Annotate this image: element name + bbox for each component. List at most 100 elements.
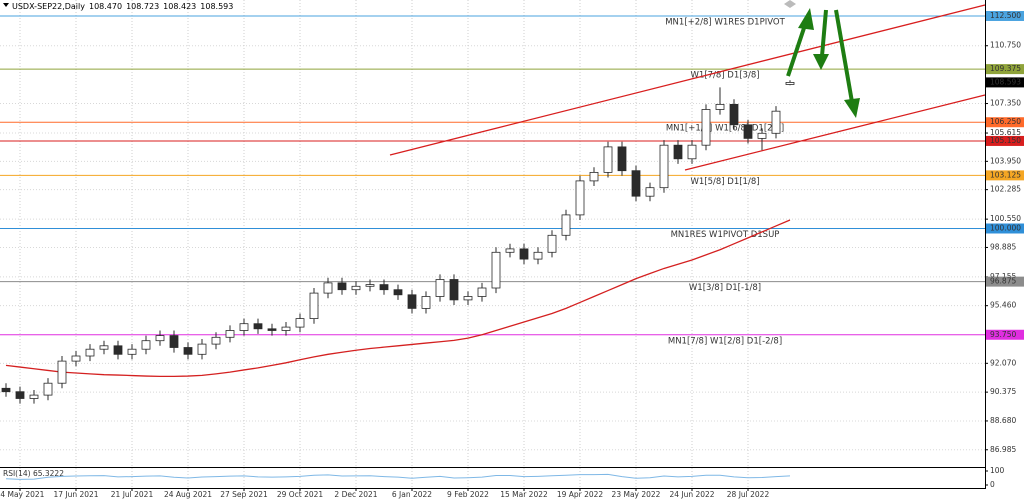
moving-average bbox=[5, 219, 791, 378]
level-text: W1[3/8] D1[-1/8] bbox=[689, 283, 761, 293]
candle-body bbox=[533, 251, 543, 260]
price-label-box bbox=[986, 223, 1024, 234]
candle-body bbox=[561, 214, 571, 236]
level-price-label: 109.375 bbox=[990, 64, 1021, 73]
ohlc-value: 108.593 bbox=[200, 2, 233, 11]
candle-body bbox=[603, 146, 613, 173]
x-tick-label: 19 Apr 2022 bbox=[557, 490, 604, 499]
candle-body bbox=[771, 110, 781, 134]
candle-body bbox=[743, 124, 753, 139]
candle-body bbox=[393, 289, 403, 296]
candle-body bbox=[407, 294, 417, 309]
header: USDX-SEP22,Daily 108.470 108.723 108.423 108… bbox=[12, 2, 233, 11]
symbol-title: USDX-SEP22,Daily bbox=[12, 2, 85, 11]
candle-body bbox=[701, 109, 711, 146]
candle-body bbox=[141, 340, 151, 350]
x-tick-label: 23 May 2022 bbox=[612, 490, 661, 499]
candle-body bbox=[267, 328, 277, 331]
rsi-tick-label: 100 bbox=[990, 466, 1005, 475]
x-tick-label: 21 Jul 2021 bbox=[111, 490, 154, 499]
candle-body bbox=[197, 343, 207, 355]
x-tick-label: 17 Jun 2021 bbox=[53, 490, 98, 499]
candle-body bbox=[421, 296, 431, 309]
y-tick-label: 102.285 bbox=[990, 185, 1021, 194]
menu-triangle bbox=[3, 3, 9, 7]
candle-body bbox=[57, 360, 67, 384]
x-tick-label: 14 May 2021 bbox=[0, 490, 45, 499]
price-label-box bbox=[986, 64, 1024, 75]
candle-body bbox=[617, 146, 627, 172]
price-label-box bbox=[986, 329, 1024, 340]
candle-body bbox=[351, 285, 361, 291]
candle-body bbox=[589, 171, 599, 182]
candle-body bbox=[673, 144, 683, 160]
ohlc-value: 108.423 bbox=[163, 2, 196, 11]
level-price-label: 112.500 bbox=[990, 11, 1021, 20]
candle-body bbox=[659, 144, 669, 189]
candle-body bbox=[43, 382, 53, 396]
y-tick-label: 92.070 bbox=[990, 358, 1016, 367]
candle-body bbox=[253, 323, 263, 330]
level-price-label: 105.150 bbox=[990, 136, 1021, 145]
candle-body bbox=[337, 282, 347, 291]
y-tick-label: 90.375 bbox=[990, 387, 1016, 396]
ohlc-value: 108.470 bbox=[89, 2, 122, 11]
price-label-box bbox=[986, 170, 1024, 181]
candle-body bbox=[547, 234, 557, 253]
candle-body bbox=[449, 279, 459, 301]
x-tick-label: 6 Jan 2022 bbox=[392, 490, 432, 499]
candle-body bbox=[29, 394, 39, 399]
candle-body bbox=[15, 391, 25, 399]
candle-body bbox=[379, 284, 389, 291]
candle-body bbox=[365, 284, 375, 287]
ma-line bbox=[5, 219, 791, 378]
candle-body bbox=[323, 282, 333, 294]
candle-body bbox=[99, 345, 109, 350]
price-label-box bbox=[986, 276, 1024, 287]
level-text: W1[5/8] D1[1/8] bbox=[690, 177, 759, 187]
x-tick-label: 24 Jun 2022 bbox=[669, 490, 714, 499]
price-label-box bbox=[986, 10, 1024, 21]
x-tick-label: 2 Dec 2021 bbox=[334, 490, 377, 499]
ohlc-value: 108.723 bbox=[126, 2, 159, 11]
y-tick-label: 105.615 bbox=[990, 128, 1021, 137]
candle-body bbox=[519, 248, 529, 260]
level-price-label: 93.750 bbox=[990, 330, 1016, 339]
candle-body bbox=[645, 187, 655, 197]
candle-body bbox=[309, 292, 319, 320]
last-price-box bbox=[986, 77, 1024, 88]
candle-body bbox=[113, 345, 123, 355]
level-price-label: 100.000 bbox=[990, 223, 1021, 232]
candle-body bbox=[211, 336, 221, 345]
level-text: MN1[+2/8] W1RES D1PIVOT bbox=[665, 17, 785, 27]
price-label-box bbox=[986, 117, 1024, 128]
candle-body bbox=[631, 170, 641, 197]
candle-body bbox=[71, 355, 81, 362]
candle-body bbox=[127, 348, 137, 355]
y-tick-label: 86.985 bbox=[990, 445, 1016, 454]
candle-body bbox=[491, 251, 501, 289]
x-tick-label: 9 Feb 2022 bbox=[447, 490, 489, 499]
candle-body bbox=[1, 387, 11, 393]
candles bbox=[1, 80, 795, 404]
candle-body bbox=[757, 132, 767, 139]
rsi-line bbox=[5, 473, 791, 480]
level-text: W1[7/8] D1[3/8] bbox=[690, 71, 759, 81]
last-price-label: 108.593 bbox=[990, 77, 1021, 86]
channel-upper bbox=[389, 4, 986, 156]
marker bbox=[784, 0, 796, 8]
level-price-label: 103.125 bbox=[990, 170, 1021, 179]
axes: 110.750 107.350 105.615 103.950 102.285 100.5… bbox=[0, 10, 1024, 499]
level-text: MN1[7/8] W1[2/8] D1[-2/8] bbox=[668, 336, 782, 346]
x-tick-label: 24 Aug 2021 bbox=[164, 490, 212, 499]
candle-body bbox=[155, 335, 165, 342]
y-tick-label: 88.680 bbox=[990, 416, 1016, 425]
candle-body bbox=[505, 248, 515, 253]
candle-body bbox=[239, 323, 249, 331]
arrow-heads bbox=[798, 8, 860, 118]
candle-body bbox=[85, 348, 95, 357]
y-tick-label: 100.550 bbox=[990, 214, 1021, 223]
levels: MN1[+2/8] W1RES D1PIVOT W1[7/8] D1[3/8] MN… bbox=[0, 15, 985, 346]
candle-body bbox=[295, 318, 305, 328]
